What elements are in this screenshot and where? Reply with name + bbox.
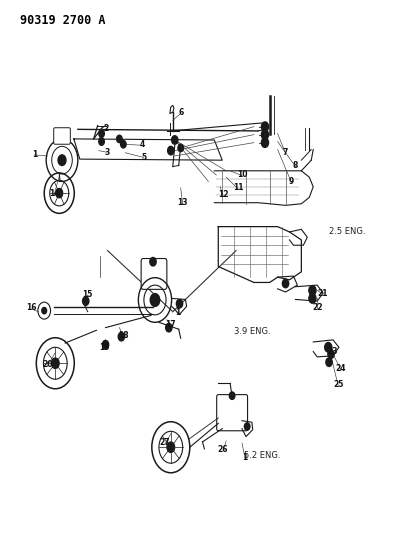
Circle shape	[117, 135, 122, 143]
Text: 26: 26	[218, 446, 228, 455]
Text: 3: 3	[104, 148, 109, 157]
Text: 90319 2700 A: 90319 2700 A	[20, 14, 105, 27]
Circle shape	[167, 442, 175, 453]
Text: 8: 8	[293, 161, 298, 170]
Circle shape	[42, 308, 46, 314]
Text: 20: 20	[42, 360, 53, 369]
Text: 21: 21	[318, 288, 328, 297]
Circle shape	[118, 333, 125, 341]
Text: 12: 12	[218, 190, 228, 199]
Text: 27: 27	[160, 439, 170, 448]
Text: 5: 5	[141, 153, 146, 162]
Text: 4: 4	[140, 140, 145, 149]
Text: 15: 15	[83, 289, 93, 298]
Circle shape	[261, 122, 268, 132]
Text: 7: 7	[283, 148, 288, 157]
Text: 22: 22	[312, 303, 322, 312]
Text: 9: 9	[289, 177, 294, 186]
Text: 14: 14	[49, 189, 60, 198]
Circle shape	[58, 155, 66, 165]
Circle shape	[121, 141, 126, 148]
Text: 18: 18	[118, 331, 129, 340]
Circle shape	[51, 358, 59, 368]
Text: 13: 13	[177, 198, 188, 207]
FancyBboxPatch shape	[54, 128, 70, 144]
Text: 23: 23	[328, 347, 338, 356]
Circle shape	[282, 279, 289, 288]
FancyBboxPatch shape	[141, 259, 167, 289]
Circle shape	[325, 343, 332, 352]
Text: 6: 6	[178, 108, 183, 117]
Circle shape	[150, 294, 160, 306]
Circle shape	[309, 294, 316, 303]
FancyBboxPatch shape	[217, 394, 248, 431]
Circle shape	[102, 341, 109, 349]
Circle shape	[328, 350, 334, 359]
Circle shape	[172, 136, 178, 144]
Circle shape	[261, 130, 268, 140]
Circle shape	[178, 144, 183, 152]
Text: 3.9 ENG.: 3.9 ENG.	[233, 327, 270, 336]
Circle shape	[176, 300, 183, 308]
Circle shape	[56, 188, 63, 198]
Circle shape	[150, 257, 156, 266]
Text: 1: 1	[243, 454, 248, 463]
Text: 17: 17	[166, 320, 176, 329]
Text: 1: 1	[32, 150, 37, 159]
Text: 16: 16	[26, 303, 37, 312]
Circle shape	[83, 297, 89, 305]
Text: 24: 24	[336, 364, 346, 373]
Circle shape	[309, 286, 316, 295]
Text: 10: 10	[237, 170, 247, 179]
Text: 25: 25	[333, 380, 343, 389]
Text: 19: 19	[99, 343, 110, 352]
Text: 11: 11	[233, 183, 243, 192]
Circle shape	[229, 392, 235, 399]
Circle shape	[166, 324, 172, 332]
Text: 5.2 ENG.: 5.2 ENG.	[243, 451, 280, 460]
Circle shape	[245, 423, 250, 430]
Circle shape	[261, 138, 268, 148]
Circle shape	[99, 130, 104, 138]
Circle shape	[168, 147, 174, 155]
Circle shape	[99, 138, 104, 146]
Text: 2: 2	[103, 124, 108, 133]
Text: 2.5 ENG.: 2.5 ENG.	[329, 228, 365, 237]
Circle shape	[326, 358, 332, 367]
Text: 1: 1	[175, 308, 181, 317]
